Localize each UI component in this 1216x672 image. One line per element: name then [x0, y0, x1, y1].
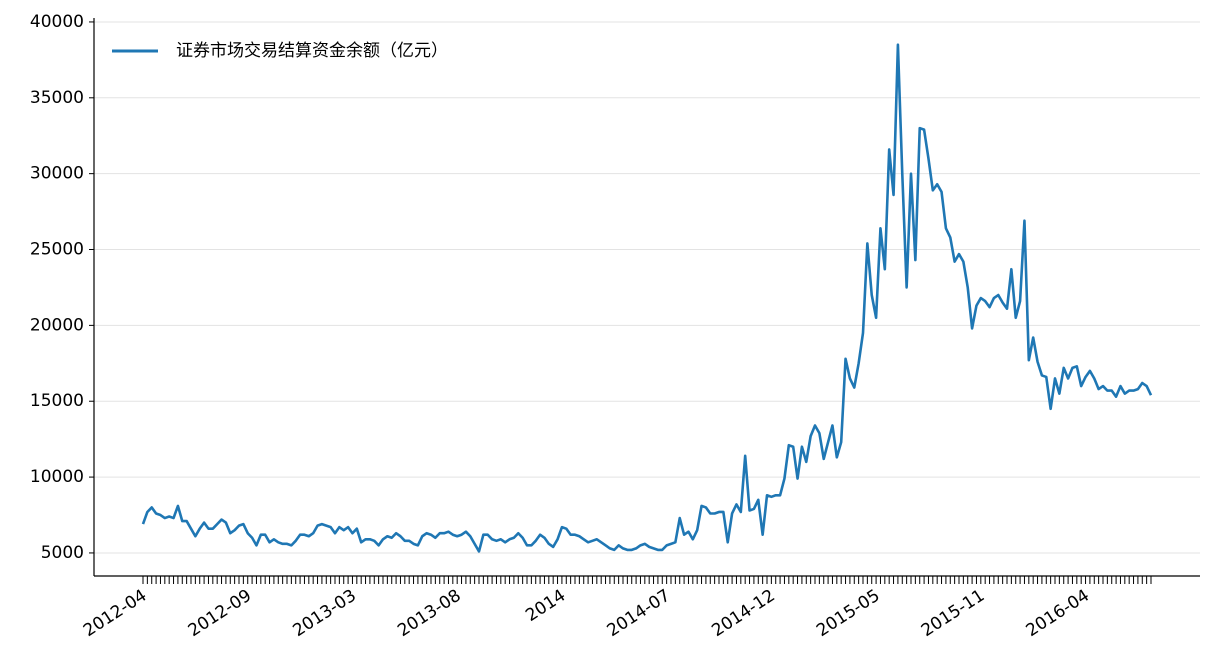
y-tick-label: 40000	[30, 12, 84, 32]
x-tick-label: 2013-08	[394, 586, 464, 641]
y-tick-label: 15000	[30, 391, 84, 411]
x-tick-label: 2014-12	[708, 586, 778, 641]
x-tick-label: 2015-05	[813, 586, 883, 641]
y-tick-label: 10000	[30, 467, 84, 487]
legend: 证券市场交易结算资金余额（亿元）	[112, 41, 448, 61]
series-line	[141, 43, 1153, 553]
y-tick-label: 30000	[30, 164, 84, 184]
x-tick-label: 2014	[522, 586, 569, 626]
grid	[94, 21, 1200, 554]
y-tick-label: 20000	[30, 315, 84, 335]
legend-label: 证券市场交易结算资金余额（亿元）	[176, 41, 448, 61]
y-tick-label: 35000	[30, 88, 84, 108]
x-tick-label: 2016-04	[1023, 586, 1093, 641]
x-tick-label: 2015-11	[918, 586, 988, 641]
y-tick-label: 25000	[30, 240, 84, 260]
x-tick-label: 2013-03	[289, 586, 359, 641]
x-tick-label: 2012-09	[185, 586, 255, 641]
x-tick-label: 2014-07	[604, 586, 674, 641]
x-tick-label: 2012-04	[80, 586, 150, 641]
y-tick-label: 5000	[41, 543, 84, 563]
